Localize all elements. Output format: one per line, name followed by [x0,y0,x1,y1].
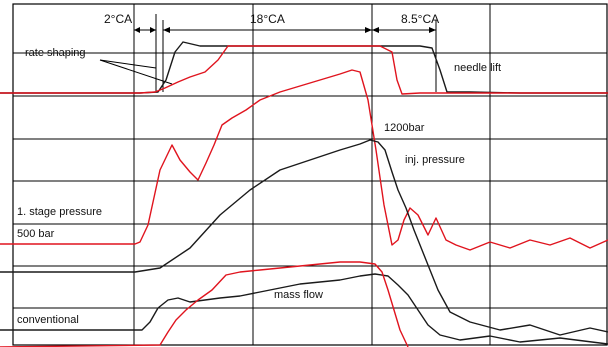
series-line-4 [0,139,608,336]
label-18ca: 18°CA [250,12,285,26]
label-85ca: 8.5°CA [401,12,439,26]
arrow-head [134,27,140,33]
label-rate-shaping: rate shaping [25,47,86,59]
arrow-head [429,27,436,33]
arrow-head [150,27,156,33]
label-conventional: conventional [17,314,79,326]
arrow-head [365,27,372,33]
series-line-2 [0,45,608,95]
label-stage-pressure: 1. stage pressure [17,206,102,218]
leader-line [99,59,157,69]
label-inj-pressure: inj. pressure [405,154,465,166]
label-needle-lift: needle lift [454,62,501,74]
label-mass-flow: mass flow [274,289,323,301]
series-line-5 [0,273,608,345]
arrow-head [163,27,170,33]
series-line-6 [0,261,409,347]
label-2ca: 2°CA [104,12,132,26]
label-500bar: 500 bar [17,228,55,240]
series-layer [0,41,608,347]
plot-frame [12,3,608,346]
leader-line [99,59,173,85]
arrow-head [372,27,379,33]
label-1200bar: 1200bar [384,122,425,134]
series-line-3 [0,69,608,251]
